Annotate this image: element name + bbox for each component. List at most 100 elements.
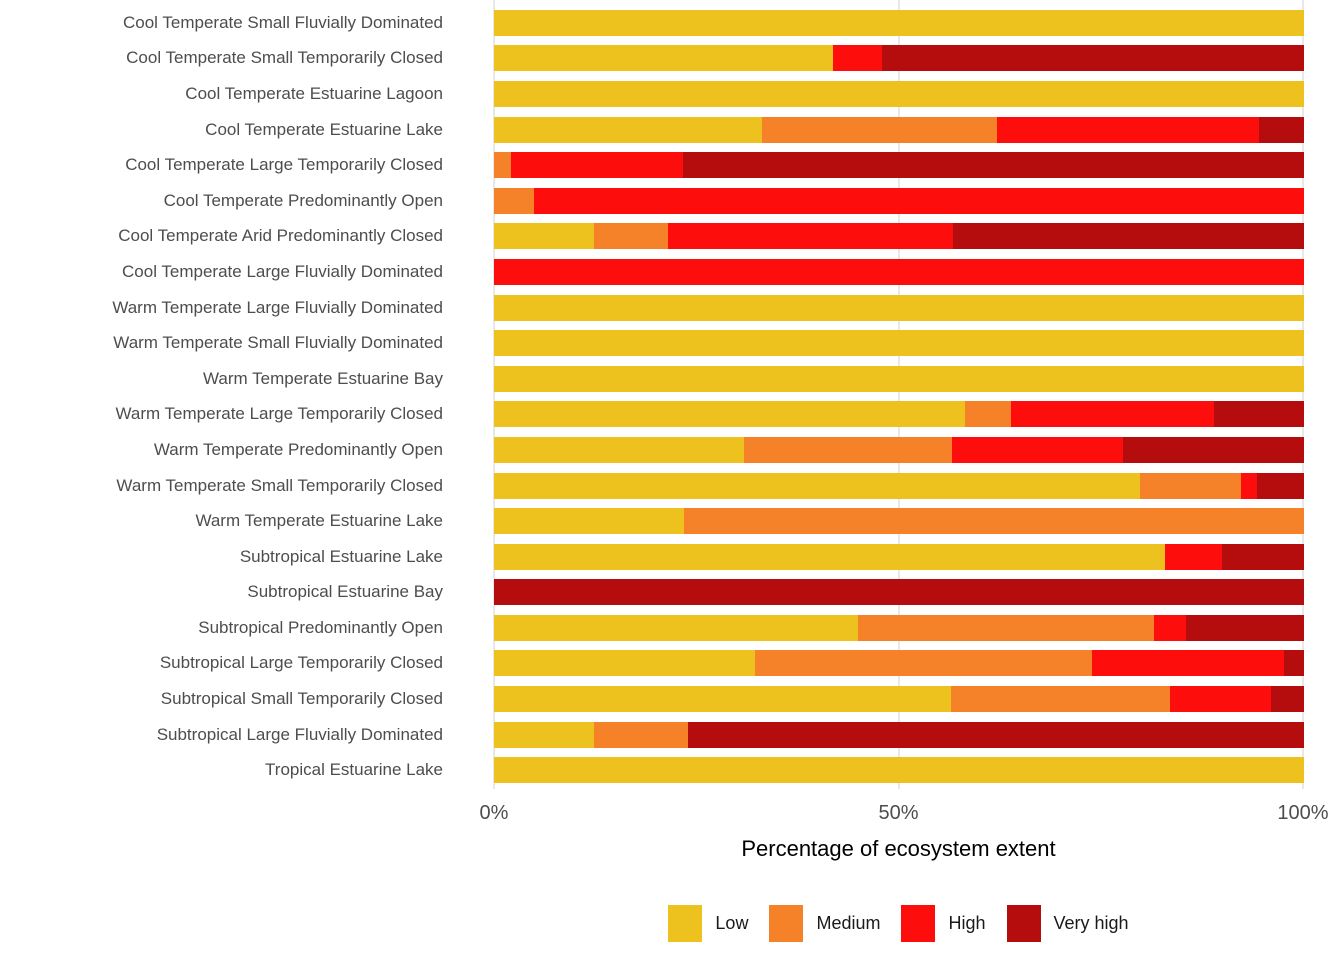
bar-row: Subtropical Estuarine Lake: [0, 539, 1304, 575]
bar-segment-high: [511, 152, 683, 179]
legend-label: Low: [715, 913, 749, 933]
bar-segment-medium: [1139, 472, 1241, 499]
bar-row: Cool Temperate Large Temporarily Closed: [0, 147, 1304, 183]
bar-segment-low: [494, 686, 951, 713]
bar-row: Warm Temperate Predominantly Open: [0, 432, 1304, 468]
bar-segment-high: [533, 187, 1304, 214]
bar-segment-high: [1154, 614, 1186, 641]
legend-swatch: [1006, 905, 1041, 942]
bar-row: Subtropical Large Fluvially Dominated: [0, 717, 1304, 753]
bar-track: [494, 80, 1304, 107]
bar-segment-very-high: [1123, 436, 1304, 463]
bar-segment-medium: [494, 187, 534, 214]
bar-segment-high: [1164, 543, 1223, 570]
bar-row: Cool Temperate Small Fluvially Dominated: [0, 5, 1304, 41]
bar-track: [494, 757, 1304, 784]
bar-track: [494, 116, 1304, 143]
bar-track: [494, 721, 1304, 748]
category-label: Warm Temperate Predominantly Open: [153, 439, 443, 459]
bar-row: Warm Temperate Estuarine Lake: [0, 503, 1304, 539]
legend-item-low: Low: [668, 905, 748, 942]
category-label: Warm Temperate Estuarine Lake: [195, 511, 443, 531]
bar-segment-low: [494, 650, 755, 677]
bar-segment-medium: [754, 650, 1092, 677]
bar-segment-high: [832, 45, 882, 72]
bar-segment-very-high: [881, 45, 1304, 72]
x-tick-label: 0%: [479, 802, 509, 824]
category-label: Subtropical Estuarine Lake: [239, 546, 443, 566]
bar-segment-low: [494, 543, 1165, 570]
bar-track: [494, 258, 1304, 285]
category-label: Subtropical Large Fluvially Dominated: [156, 724, 443, 744]
bar-row: Warm Temperate Large Temporarily Closed: [0, 397, 1304, 433]
bar-segment-low: [494, 757, 1304, 784]
x-axis-ticks: 0% 50% 100%: [480, 802, 1329, 828]
bar-row: Warm Temperate Estuarine Bay: [0, 361, 1304, 397]
bar-row: Cool Temperate Small Temporarily Closed: [0, 41, 1304, 77]
category-label: Subtropical Estuarine Bay: [247, 582, 443, 602]
bar-track: [494, 650, 1304, 677]
bar-row: Subtropical Estuarine Bay: [0, 575, 1304, 611]
bar-segment-low: [494, 223, 594, 250]
bar-segment-very-high: [1257, 472, 1304, 499]
category-label: Cool Temperate Large Temporarily Closed: [125, 155, 443, 175]
bar-segment-low: [494, 365, 1304, 392]
bar-row: Subtropical Predominantly Open: [0, 610, 1304, 646]
bar-segment-medium: [965, 401, 1011, 428]
legend-item-medium: Medium: [769, 905, 880, 942]
legend-swatch: [668, 905, 703, 942]
x-tick-label: 100%: [1277, 802, 1329, 824]
category-label: Cool Temperate Small Temporarily Closed: [126, 48, 443, 68]
category-label: Subtropical Large Temporarily Closed: [159, 653, 443, 673]
bar-segment-low: [494, 116, 763, 143]
bar-track: [494, 508, 1304, 535]
x-axis-title: Percentage of ecosystem extent: [741, 836, 1056, 861]
bar-row: Cool Temperate Large Fluvially Dominated: [0, 254, 1304, 290]
gridline-0: [493, 0, 495, 789]
legend: Low Medium High Very high: [494, 905, 1303, 942]
bar-row: Cool Temperate Estuarine Lake: [0, 112, 1304, 148]
bar-row: Warm Temperate Small Fluvially Dominated: [0, 325, 1304, 361]
bar-segment-low: [494, 45, 833, 72]
category-label: Subtropical Small Temporarily Closed: [160, 689, 443, 709]
bar-track: [494, 436, 1304, 463]
bar-row: Subtropical Large Temporarily Closed: [0, 646, 1304, 682]
bar-segment-very-high: [1185, 614, 1304, 641]
bar-segment-high: [1169, 686, 1271, 713]
bar-segment-very-high: [1283, 650, 1304, 677]
bar-segment-very-high: [1270, 686, 1304, 713]
bar-segment-medium: [494, 152, 511, 179]
category-label: Cool Temperate Large Fluvially Dominated: [122, 261, 443, 281]
bar-segment-high: [951, 436, 1124, 463]
bar-row: Cool Temperate Predominantly Open: [0, 183, 1304, 219]
category-label: Warm Temperate Large Fluvially Dominated: [112, 297, 443, 317]
bar-row: Warm Temperate Large Fluvially Dominated: [0, 290, 1304, 326]
bar-track: [494, 45, 1304, 72]
category-label: Cool Temperate Predominantly Open: [163, 190, 443, 210]
bar-segment-very-high: [1214, 401, 1304, 428]
legend-swatch: [901, 905, 936, 942]
bar-track: [494, 543, 1304, 570]
bar-segment-very-high: [687, 721, 1304, 748]
bar-segment-low: [494, 721, 594, 748]
bar-segment-very-high: [1222, 543, 1304, 570]
bar-segment-very-high: [682, 152, 1304, 179]
bar-segment-very-high: [1258, 116, 1304, 143]
legend-item-very-high: Very high: [1006, 905, 1129, 942]
bar-segment-medium: [744, 436, 952, 463]
category-label: Cool Temperate Small Fluvially Dominated: [123, 12, 443, 32]
bar-segment-low: [494, 401, 966, 428]
bar-segment-high: [1091, 650, 1284, 677]
bar-track: [494, 223, 1304, 250]
bar-segment-very-high: [494, 579, 1304, 606]
bar-segment-medium: [857, 614, 1155, 641]
bar-rows: Cool Temperate Small Fluvially Dominated…: [0, 5, 1304, 788]
gridline-50: [897, 0, 900, 789]
bar-segment-low: [494, 294, 1304, 321]
category-label: Warm Temperate Small Temporarily Closed: [116, 475, 443, 495]
bar-row: Warm Temperate Small Temporarily Closed: [0, 468, 1304, 504]
bar-segment-medium: [762, 116, 997, 143]
category-label: Warm Temperate Large Temporarily Closed: [115, 404, 443, 424]
bar-segment-high: [997, 116, 1259, 143]
